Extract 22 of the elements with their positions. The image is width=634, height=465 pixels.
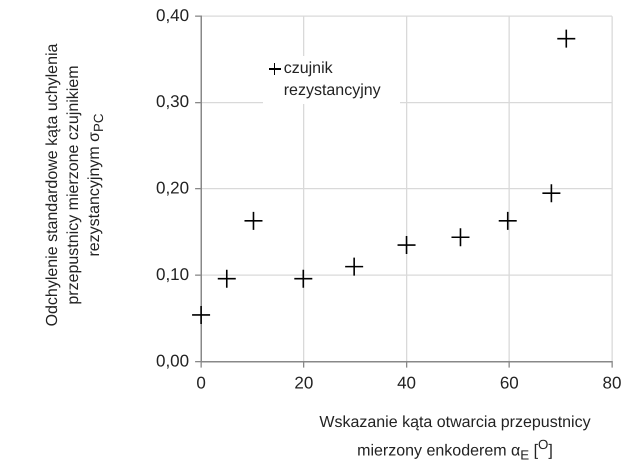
y-tick-label: 0,40 xyxy=(156,6,190,25)
point xyxy=(191,305,211,325)
point xyxy=(542,183,562,204)
legend-label: czujnik rezystancyjny xyxy=(284,59,382,102)
point xyxy=(556,28,576,48)
x-tick-label: 80 xyxy=(602,373,622,392)
point xyxy=(216,268,237,289)
x-tick-label: 0 xyxy=(196,373,206,392)
y-tick-label: 0,30 xyxy=(156,92,190,112)
point xyxy=(344,256,364,276)
point xyxy=(244,211,264,231)
point xyxy=(450,227,470,248)
x-tick-label: 60 xyxy=(500,373,519,392)
y-tick-label: 0,00 xyxy=(156,351,190,370)
y-tick-label: 0,10 xyxy=(156,264,190,284)
point xyxy=(498,211,518,231)
x-tick-label: 40 xyxy=(397,373,416,392)
x-tick-label: 20 xyxy=(294,373,314,392)
point xyxy=(294,268,314,289)
point xyxy=(396,235,416,255)
x-axis-title: Wskazanie kąta otwarcia przepustnicy mierzony enkoderem α$_{E}$ [$^{O}$] xyxy=(318,413,592,465)
y-tick-label: 0,20 xyxy=(156,178,190,198)
